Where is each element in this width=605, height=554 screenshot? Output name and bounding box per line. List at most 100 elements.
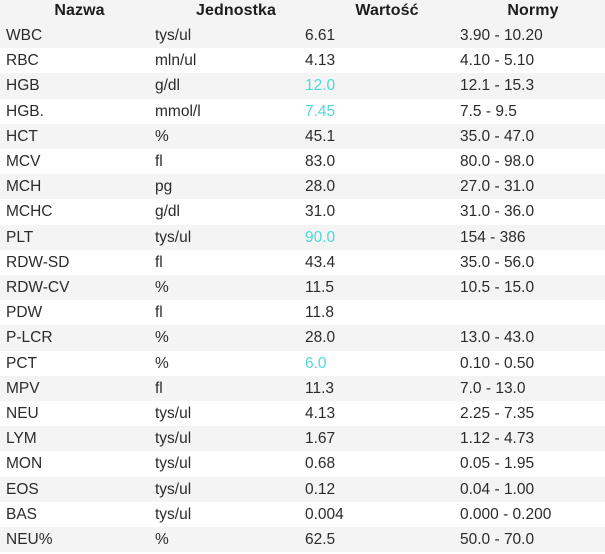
cell-parameter-name: MCHC [6,203,53,221]
reference-range-text: 13.0 - 43.0 [460,329,535,347]
value-in-range: 11.8 [305,304,335,322]
cell-reference-range: 27.0 - 31.0 [455,174,605,199]
reference-range-text: 0.04 - 1.00 [460,480,535,498]
cell-value: 28.0 [305,325,455,350]
column-header-unit: Jednostka [195,1,277,19]
cell-unit: % [155,127,169,145]
cell-parameter-name: LYM [6,430,37,448]
reference-range-text: 7.0 - 13.0 [460,379,526,397]
cell-unit: tys/ul [155,455,192,473]
cell-parameter-name: PDW [6,304,43,322]
cell-reference-range: 7.0 - 13.0 [455,376,605,401]
cell-value: 62.5 [305,527,455,552]
cell-reference-range: 0.000 - 0.200 [455,502,605,527]
table-row: EOS tys/ul 0.12 0.04 - 1.00 [0,476,605,502]
cell-parameter-name: BAS [6,505,38,523]
table-row: PDW fl 11.8 [0,300,605,326]
table-row: HCT% 45.1 35.0 - 47.0 [0,123,605,150]
reference-range-text: 3.90 - 10.20 [460,27,543,44]
cell-unit: fl [155,379,163,397]
cell-parameter-name: EOS [6,480,39,498]
table-row: BAS tys/ul 0.004 0.000 - 0.200 [0,501,605,528]
cell-value: 11.5 [305,275,455,300]
cell-parameter-name: WBC [6,27,43,44]
table-row: WBC tys/ul 6.61 3.90 - 10.20 [0,23,605,49]
cell-unit: g/dl [155,203,180,221]
reference-range-text: 12.1 - 15.3 [460,77,535,95]
value-in-range: 11.5 [305,279,335,297]
cell-unit: mln/ul [155,52,197,70]
value-in-range: 0.68 [305,455,336,473]
cell-unit: % [155,531,169,549]
column-header-reference: Normy [507,1,559,19]
cell-value: 43.4 [305,250,455,275]
value-in-range: 6.61 [305,27,336,44]
cell-parameter-name: RDW-CV [6,279,70,297]
cell-unit: g/dl [155,77,180,95]
cell-unit: tys/ul [155,228,192,246]
table-row: MCHC g/dl 31.0 31.0 - 36.0 [0,199,605,225]
cell-reference-range: 31.0 - 36.0 [455,199,605,224]
reference-range-text: 35.0 - 47.0 [460,127,535,145]
cell-reference-range: 10.5 - 15.0 [455,275,605,300]
cell-unit: tys/ul [155,405,192,423]
cell-reference-range: 35.0 - 47.0 [455,124,605,149]
table-header-row: Nazwa Jednostka Wartość Normy [0,0,605,23]
cell-reference-range: 7.5 - 9.5 [455,99,605,124]
cell-value: 0.004 [305,502,455,527]
value-in-range: 62.5 [305,531,336,549]
cell-reference-range: 50.0 - 70.0 [455,527,605,552]
reference-range-text: 10.5 - 15.0 [460,279,535,297]
table-row: LYM%%25.325.0 - 45.0 [0,552,605,554]
cell-parameter-name: MON [6,455,43,473]
table-row: P-LCR% 28.0 13.0 - 43.0 [0,325,605,351]
cell-parameter-name: NEU% [6,531,53,549]
cell-parameter-name: HGB [6,77,40,95]
table-row: NEU tys/ul 4.13 2.25 - 7.35 [0,401,605,427]
cell-parameter-name: MCH [6,178,42,196]
cell-value: 6.0 [305,351,455,376]
table-row: NEU%% 62.5 50.0 - 70.0 [0,527,605,553]
cell-value: 45.1 [305,124,455,149]
cell-value: 0.68 [305,451,455,476]
table-row: PCT% 6.0 0.10 - 0.50 [0,350,605,376]
value-in-range: 83.0 [305,153,336,171]
table-row: MON tys/ul 0.68 0.05 - 1.95 [0,451,605,477]
cell-reference-range: 154 - 386 [455,225,605,250]
cell-reference-range: 4.10 - 5.10 [455,48,605,73]
cell-value: 0.12 [305,477,455,502]
cell-unit: % [155,279,169,297]
cell-reference-range: 3.90 - 10.20 [455,23,605,48]
table-row: MPV fl 11.3 7.0 - 13.0 [0,375,605,402]
table-row: RDW-SD fl 43.4 35.0 - 56.0 [0,249,605,276]
reference-range-text: 0.05 - 1.95 [460,455,535,473]
cell-value: 4.13 [305,401,455,426]
cell-value: 1.67 [305,426,455,451]
cell-unit: tys/ul [155,430,192,448]
cell-unit: mmol/l [155,102,201,120]
cell-parameter-name: RBC [6,52,39,70]
reference-range-text: 1.12 - 4.73 [460,430,535,448]
table-row: RDW-CV% 11.5 10.5 - 15.0 [0,275,605,301]
cell-value: 11.8 [305,300,455,325]
column-header-value: Wartość [355,1,419,19]
cell-value: 90.0 [305,225,455,250]
table-row: HGB. mmol/l 7.45 7.5 - 9.5 [0,98,605,124]
cell-reference-range: 0.10 - 0.50 [455,351,605,376]
cell-parameter-name: RDW-SD [6,253,70,271]
column-header-name: Nazwa [54,1,105,19]
cell-parameter-name: HCT [6,127,38,145]
cell-reference-range: 0.04 - 1.00 [455,477,605,502]
cell-value: 12.0 [305,73,455,98]
reference-range-text: 35.0 - 56.0 [460,253,535,271]
reference-range-text: 31.0 - 36.0 [460,203,535,221]
value-in-range: 45.1 [305,127,336,145]
cell-value: 28.0 [305,174,455,199]
cell-value: 7.45 [305,99,455,124]
cell-parameter-name: P-LCR [6,329,53,347]
cell-parameter-name: MPV [6,379,40,397]
cell-unit: % [155,354,169,372]
value-in-range: 28.0 [305,329,336,347]
